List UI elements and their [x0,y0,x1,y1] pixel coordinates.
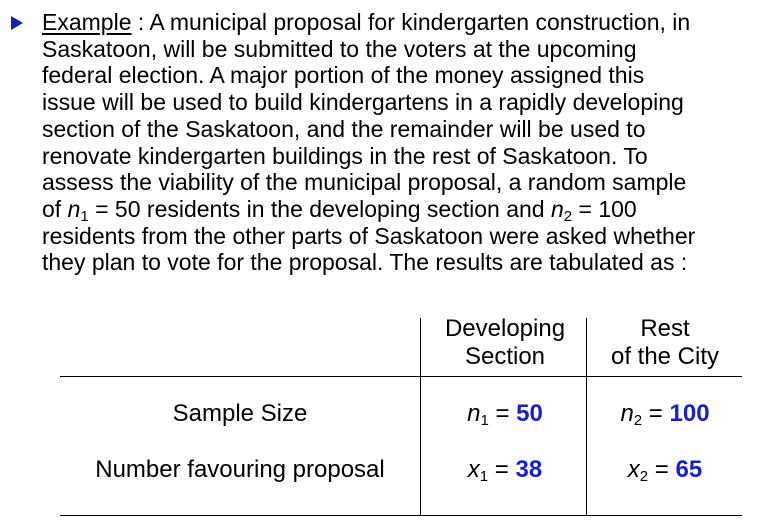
col-header-rest: Rest of the City [610,315,720,370]
example-label: Example [42,9,132,35]
table-bottom-rule [60,515,742,516]
col-header-developing: Developing Section [444,315,566,370]
paragraph-line: Saskatoon, will be submitted to the vote… [42,35,637,62]
cell-x1: x1 = 38 [467,456,543,485]
paragraph-line: they plan to vote for the proposal. The … [42,249,688,276]
table-vertical-rule [586,318,587,516]
example-paragraph: Example : A municipal proposal for kinde… [42,9,760,276]
paragraph-line: Example : A municipal proposal for kinde… [42,9,691,35]
paragraph-line: federal election. A major portion of the… [42,62,645,89]
paragraph-line: residents from the other parts of Saskat… [42,222,696,249]
paragraph-line: renovate kindergarten buildings in the r… [42,142,648,169]
cell-n2: n2 = 100 [620,400,710,429]
paragraph-line: section of the Saskatoon, and the remain… [42,115,646,142]
bullet-triangle-icon [11,16,23,30]
row-label-sample-size: Sample Size [172,400,308,427]
table-vertical-rule [420,318,421,516]
table-header-rule [60,376,742,377]
cell-n1: n1 = 50 [467,400,543,429]
row-label-number-favouring: Number favouring proposal [95,456,385,483]
cell-x2: x2 = 65 [627,456,703,485]
paragraph-line: issue will be used to build kindergarten… [42,89,684,116]
paragraph-line: of n1 = 50 residents in the developing s… [42,195,637,225]
paragraph-line: assess the viability of the municipal pr… [42,169,687,196]
